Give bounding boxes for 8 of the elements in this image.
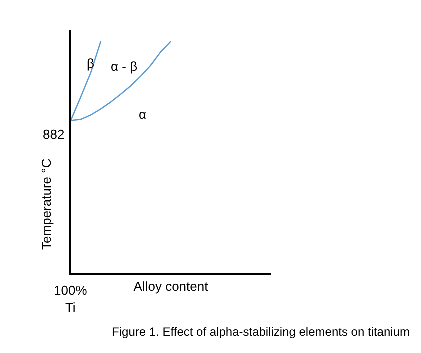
text: Figure 1. Effect of alpha-stabilizing elements on titanium bbox=[112, 325, 410, 340]
x-axis-title: Alloy content bbox=[134, 279, 209, 294]
text: 100% Ti bbox=[54, 283, 88, 315]
annotation: β bbox=[87, 56, 94, 71]
y-axis-title: Temperature °C bbox=[39, 158, 54, 250]
text: 882 bbox=[43, 127, 65, 142]
annotation: α - β bbox=[111, 59, 138, 74]
annotation: α bbox=[139, 107, 147, 122]
